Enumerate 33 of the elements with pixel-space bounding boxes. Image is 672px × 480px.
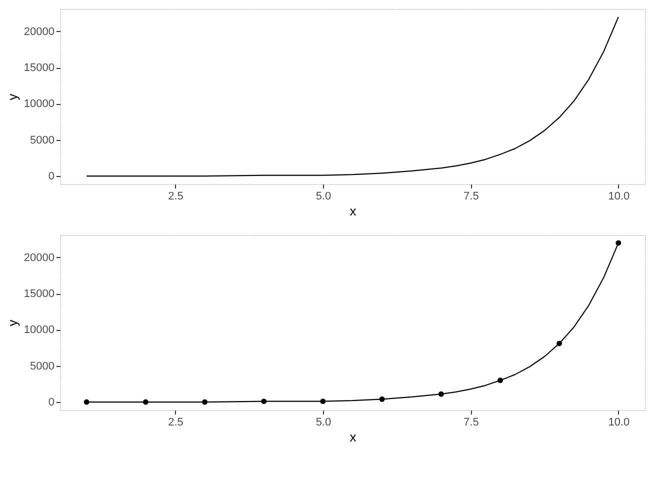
point xyxy=(261,398,267,404)
point xyxy=(497,378,503,384)
x-tick-label: 2.5 xyxy=(168,190,184,202)
x-tick-label: 10.0 xyxy=(608,416,630,428)
x-axis-title: x xyxy=(350,204,357,218)
x-axis-title: x xyxy=(350,430,357,444)
point xyxy=(556,340,562,346)
y-tick-label: 10000 xyxy=(24,98,54,110)
line-series xyxy=(86,16,619,177)
point xyxy=(84,399,90,405)
y-tick-label: 0 xyxy=(48,170,54,183)
x-tick-label: 7.5 xyxy=(464,190,479,202)
x-tick-label: 7.5 xyxy=(464,416,479,428)
y-tick-label: 5000 xyxy=(30,134,54,146)
point xyxy=(202,399,208,405)
x-tick-label: 5.0 xyxy=(316,190,332,202)
y-tick-label: 0 xyxy=(48,396,54,409)
point xyxy=(379,396,385,402)
y-axis-title: y xyxy=(4,93,20,100)
x-tick-label: 10.0 xyxy=(608,190,630,202)
y-tick-label: 20000 xyxy=(24,26,54,38)
point xyxy=(142,399,148,405)
y-tick-label: 15000 xyxy=(24,62,54,74)
point xyxy=(438,391,444,397)
point xyxy=(616,240,622,246)
point xyxy=(320,398,326,404)
y-tick-label: 20000 xyxy=(24,252,54,264)
y-tick-label: 5000 xyxy=(30,360,54,372)
y-tick-label: 10000 xyxy=(24,324,54,336)
x-tick-label: 5.0 xyxy=(316,416,332,428)
x-tick-label: 2.5 xyxy=(168,416,184,428)
y-axis-title: y xyxy=(4,319,20,326)
y-tick-label: 15000 xyxy=(24,288,54,300)
